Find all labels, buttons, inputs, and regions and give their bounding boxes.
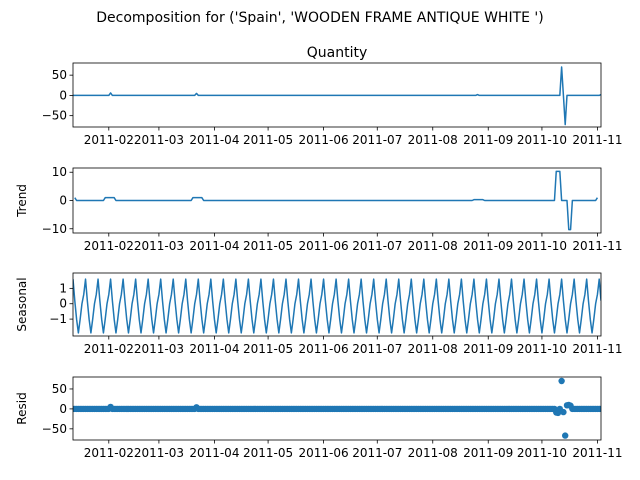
axes-frame bbox=[72, 62, 602, 128]
y-tick-label: 10 bbox=[52, 165, 67, 179]
y-tick-label: −10 bbox=[42, 222, 67, 236]
panel-seasonal: Seasonal 1 0−1 2011-02 2011-03 2011-04 2011-05… bbox=[15, 272, 622, 356]
x-tick-label: 2011-11 bbox=[572, 446, 622, 460]
y-tick-label: 0 bbox=[59, 194, 67, 208]
x-tick-label: 2011-06 bbox=[299, 133, 349, 147]
x-tick-label: 2011-03 bbox=[134, 342, 184, 356]
x-tick-label: 2011-10 bbox=[517, 342, 567, 356]
x-tick-label: 2011-08 bbox=[408, 133, 458, 147]
x-tick-label: 2011-02 bbox=[84, 133, 134, 147]
resid-point bbox=[560, 408, 567, 416]
y-axis-label: Trend bbox=[15, 184, 29, 218]
x-tick-label: 2011-05 bbox=[243, 133, 293, 147]
x-tick-label: 2011-11 bbox=[572, 342, 622, 356]
panel-title: Quantity bbox=[307, 45, 368, 61]
x-tick-label: 2011-03 bbox=[134, 133, 184, 147]
x-tick-label: 2011-08 bbox=[408, 342, 458, 356]
x-tick-label: 2011-03 bbox=[134, 239, 184, 253]
plot-area bbox=[73, 278, 601, 334]
resid-point bbox=[558, 377, 565, 385]
panel-trend: Trend 10 0 −10 2011-02 2011-03 2011-04 2011-05 2… bbox=[15, 165, 622, 253]
y-axis-label: Resid bbox=[15, 392, 29, 424]
x-tick-label: 2011-07 bbox=[352, 133, 402, 147]
x-tick-label: 2011-06 bbox=[299, 342, 349, 356]
x-tick-label: 2011-11 bbox=[572, 239, 622, 253]
y-tick-label: −50 bbox=[42, 422, 67, 436]
x-tick-label: 2011-07 bbox=[352, 446, 402, 460]
x-tick-label: 2011-08 bbox=[408, 239, 458, 253]
panel-observed: Quantity 50 0 −50 2011-02 2011-03 2011-04 2011-… bbox=[42, 45, 623, 147]
axes-frame bbox=[72, 376, 602, 441]
y-tick-label: 0 bbox=[59, 88, 67, 102]
x-tick-label: 2011-10 bbox=[517, 133, 567, 147]
x-tick-label: 2011-05 bbox=[243, 446, 293, 460]
plot-area bbox=[73, 377, 601, 439]
axes-frame bbox=[72, 167, 602, 234]
series-line-observed bbox=[73, 66, 601, 126]
x-tick-label: 2011-05 bbox=[243, 342, 293, 356]
x-tick-label: 2011-07 bbox=[352, 342, 402, 356]
panel-resid: Resid 50 0 −50 2011-02 2011-03 2011-04 2011-05 2… bbox=[15, 376, 622, 460]
resid-point bbox=[597, 405, 601, 413]
x-tick-label: 2011-10 bbox=[517, 446, 567, 460]
x-tick-label: 2011-07 bbox=[352, 239, 402, 253]
y-tick-label: 1 bbox=[59, 281, 67, 295]
y-tick-label: −1 bbox=[49, 312, 67, 326]
x-tick-label: 2011-06 bbox=[299, 446, 349, 460]
x-tick-label: 2011-09 bbox=[463, 133, 513, 147]
y-axis-label: Seasonal bbox=[15, 277, 29, 331]
x-tick-label: 2011-04 bbox=[189, 239, 239, 253]
plot-area bbox=[73, 66, 601, 126]
x-tick-label: 2011-04 bbox=[189, 342, 239, 356]
axes-frame bbox=[72, 272, 602, 337]
series-line-seasonal bbox=[73, 278, 601, 334]
y-tick-label: 50 bbox=[52, 382, 67, 396]
figure-suptitle: Decomposition for ('Spain', 'WOODEN FRAM… bbox=[96, 10, 543, 26]
y-tick-label: 0 bbox=[59, 297, 67, 311]
x-tick-label: 2011-10 bbox=[517, 239, 567, 253]
x-tick-label: 2011-09 bbox=[463, 446, 513, 460]
x-tick-label: 2011-05 bbox=[243, 239, 293, 253]
series-line-trend bbox=[74, 170, 599, 231]
x-tick-label: 2011-02 bbox=[84, 342, 134, 356]
x-tick-label: 2011-09 bbox=[463, 239, 513, 253]
y-tick-label: 50 bbox=[52, 68, 67, 82]
x-tick-label: 2011-04 bbox=[189, 133, 239, 147]
x-tick-label: 2011-02 bbox=[84, 446, 134, 460]
x-tick-label: 2011-04 bbox=[189, 446, 239, 460]
x-tick-label: 2011-09 bbox=[463, 342, 513, 356]
x-tick-label: 2011-11 bbox=[572, 133, 622, 147]
x-tick-label: 2011-06 bbox=[299, 239, 349, 253]
x-tick-label: 2011-08 bbox=[408, 446, 458, 460]
plot-area bbox=[74, 170, 599, 231]
x-tick-label: 2011-03 bbox=[134, 446, 184, 460]
y-tick-label: −50 bbox=[42, 109, 67, 123]
x-tick-label: 2011-02 bbox=[84, 239, 134, 253]
y-tick-label: 0 bbox=[59, 402, 67, 416]
resid-point bbox=[562, 432, 569, 439]
